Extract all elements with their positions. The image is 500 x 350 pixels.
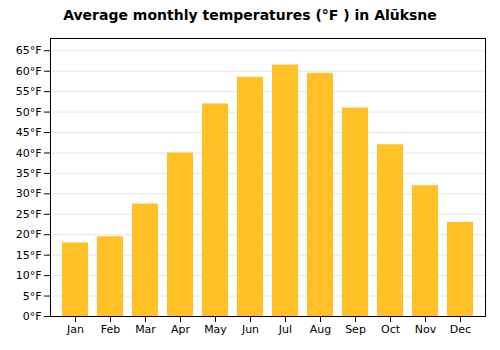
svg-text:Jun: Jun	[241, 323, 259, 336]
html-text:Average monthly temperatures (: Average monthly temperatures (°F ) in Al…	[63, 7, 437, 23]
svg-text:Feb: Feb	[101, 323, 120, 336]
svg-text:5°F: 5°F	[23, 290, 42, 303]
svg-text:20°F: 20°F	[16, 228, 42, 241]
svg-text:25°F: 25°F	[16, 208, 42, 221]
svg-text:Apr: Apr	[171, 323, 191, 336]
svg-text:35°F: 35°F	[16, 167, 42, 180]
svg-text:Mar: Mar	[135, 323, 156, 336]
svg-text:Jan: Jan	[66, 323, 84, 336]
svg-text:0°F: 0°F	[23, 310, 42, 323]
svg-text:60°F: 60°F	[16, 65, 42, 78]
svg-text:Oct: Oct	[381, 323, 401, 336]
svg-text:Aug: Aug	[310, 323, 331, 336]
svg-text:50°F: 50°F	[16, 106, 42, 119]
svg-text:15°F: 15°F	[16, 249, 42, 262]
svg-text:45°F: 45°F	[16, 126, 42, 139]
svg-text:30°F: 30°F	[16, 187, 42, 200]
svg-text:40°F: 40°F	[16, 146, 42, 159]
svg-text:10°F: 10°F	[16, 269, 42, 282]
svg-text:Nov: Nov	[415, 323, 437, 336]
svg-text:May: May	[204, 323, 227, 336]
svg-text:Dec: Dec	[450, 323, 471, 336]
svg-text:65°F: 65°F	[16, 44, 42, 57]
svg-text:Sep: Sep	[345, 323, 366, 336]
svg-text:55°F: 55°F	[16, 85, 42, 98]
svg-text:Jul: Jul	[278, 323, 292, 336]
